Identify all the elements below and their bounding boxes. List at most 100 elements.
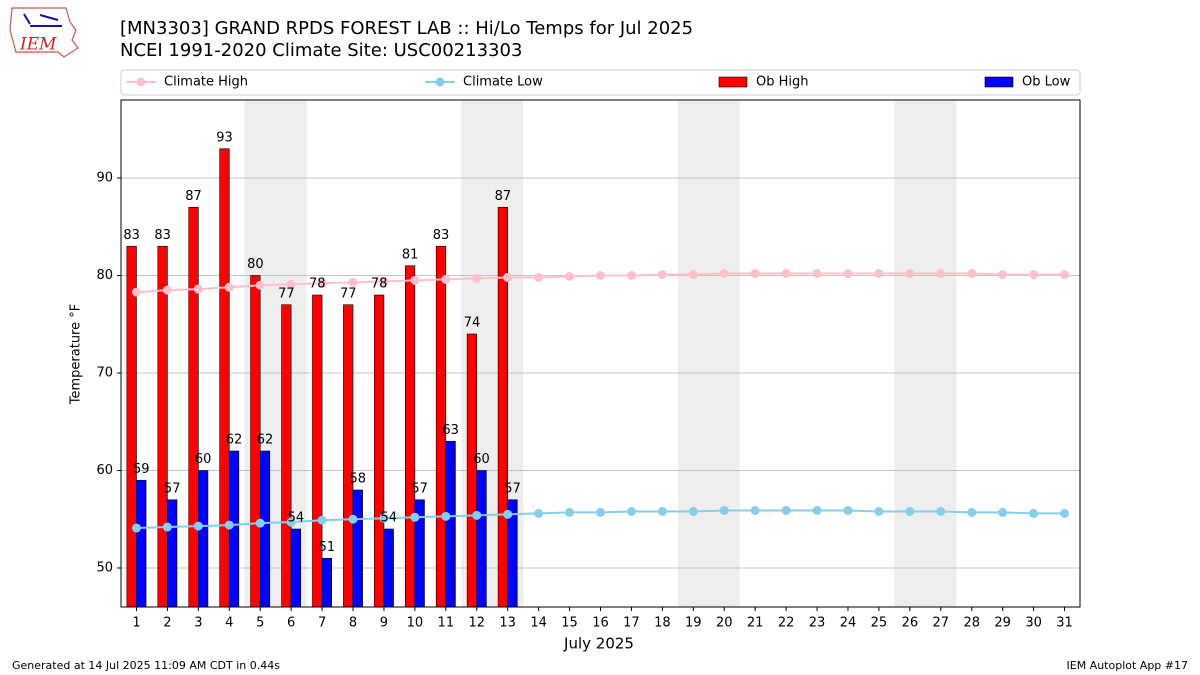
footer-left: Generated at 14 Jul 2025 11:09 AM CDT in…: [12, 659, 280, 672]
x-tick-label: 30: [1025, 616, 1042, 631]
x-tick-label: 16: [592, 616, 609, 631]
bar: [219, 148, 230, 608]
x-tick-label: 4: [225, 616, 233, 631]
bar: [383, 528, 394, 608]
weekend-shade: [894, 100, 926, 607]
x-tick-label: 23: [809, 616, 826, 631]
line-marker: [781, 505, 791, 515]
data-label: 81: [402, 247, 419, 262]
line-marker: [503, 509, 513, 519]
weekend-shade: [677, 100, 709, 607]
line-marker: [565, 507, 575, 517]
data-label: 83: [154, 228, 171, 243]
bar: [281, 304, 292, 608]
legend-label: Climate Low: [463, 75, 543, 90]
bar: [312, 294, 323, 608]
bar: [466, 333, 478, 608]
line-marker: [688, 506, 698, 516]
line-marker: [162, 522, 172, 532]
x-tick-label: 15: [561, 616, 578, 631]
bar: [343, 304, 354, 608]
y-tick-label: 60: [96, 463, 113, 478]
bar: [167, 499, 178, 608]
bar: [476, 470, 487, 608]
line-marker: [441, 511, 451, 521]
data-label: 62: [226, 433, 243, 448]
x-tick-label: 24: [840, 616, 857, 631]
bar: [290, 528, 302, 608]
x-tick-label: 25: [871, 616, 888, 631]
line-marker: [534, 508, 544, 518]
line-marker: [472, 510, 482, 520]
y-tick-label: 90: [96, 171, 113, 186]
footer-right: IEM Autoplot App #17: [1067, 659, 1189, 672]
bar: [445, 440, 456, 608]
line-marker: [719, 505, 729, 515]
bar: [321, 557, 332, 608]
bar: [497, 206, 508, 608]
line-marker: [843, 505, 853, 515]
data-label: 54: [288, 511, 305, 526]
x-tick-label: 13: [499, 616, 516, 631]
line-marker: [967, 507, 977, 517]
weekend-shade: [708, 100, 740, 607]
x-tick-label: 7: [318, 616, 326, 631]
x-tick-label: 11: [438, 616, 455, 631]
data-label: 87: [495, 189, 512, 204]
line-marker: [1029, 508, 1039, 518]
bar: [374, 294, 385, 608]
x-tick-label: 22: [778, 616, 795, 631]
line-marker: [565, 271, 575, 281]
data-label: 54: [380, 511, 397, 526]
line-marker: [317, 515, 327, 525]
line-marker: [688, 270, 698, 280]
data-label: 51: [319, 540, 336, 555]
line-marker: [657, 506, 667, 516]
data-label: 60: [473, 452, 490, 467]
line-marker: [719, 269, 729, 279]
line-marker: [379, 513, 389, 523]
plot-area: 83 83 87 93 80 77 78 77 78 81 83 74 87 59 57 60 62 62 54 51…: [121, 100, 1080, 608]
legend-box: [120, 69, 1081, 96]
line-marker: [781, 269, 791, 279]
data-label: 58: [350, 472, 367, 487]
data-label: 93: [216, 130, 233, 145]
data-label: 62: [257, 433, 274, 448]
logo-icon: [23, 13, 62, 27]
line-marker: [193, 284, 203, 294]
data-label: 60: [195, 452, 212, 467]
bar: [352, 489, 363, 608]
line-marker: [441, 274, 451, 284]
line-marker: [348, 277, 358, 287]
line-marker: [905, 269, 915, 279]
line-marker: [503, 272, 513, 282]
data-label: 57: [164, 481, 181, 496]
y-axis-label: Temperature °F: [69, 304, 84, 405]
legend-swatch: [718, 76, 748, 88]
bar: [404, 265, 416, 608]
x-tick-label: 14: [530, 616, 547, 631]
line-marker: [255, 280, 265, 290]
x-tick-label: 2: [163, 616, 171, 631]
line-marker: [472, 273, 482, 283]
line-marker: [1060, 508, 1070, 518]
bar: [198, 470, 209, 608]
line-marker: [379, 276, 389, 286]
logo-outline: [9, 7, 79, 58]
line-marker: [812, 269, 822, 279]
data-label: 57: [411, 481, 428, 496]
x-tick-label: 1: [132, 616, 140, 631]
y-tick-label: 70: [96, 366, 113, 381]
line-marker: [193, 521, 203, 531]
x-tick-label: 18: [654, 616, 671, 631]
logo-text: IEM: [19, 35, 57, 55]
line-marker: [626, 506, 636, 516]
line-marker: [998, 507, 1008, 517]
x-tick-label: 10: [407, 616, 424, 631]
line-marker: [874, 506, 884, 516]
line-marker: [626, 271, 636, 280]
x-tick-label: 19: [685, 616, 702, 631]
line-marker: [998, 270, 1008, 280]
y-tick-label: 80: [96, 268, 113, 283]
line-marker: [255, 518, 265, 528]
